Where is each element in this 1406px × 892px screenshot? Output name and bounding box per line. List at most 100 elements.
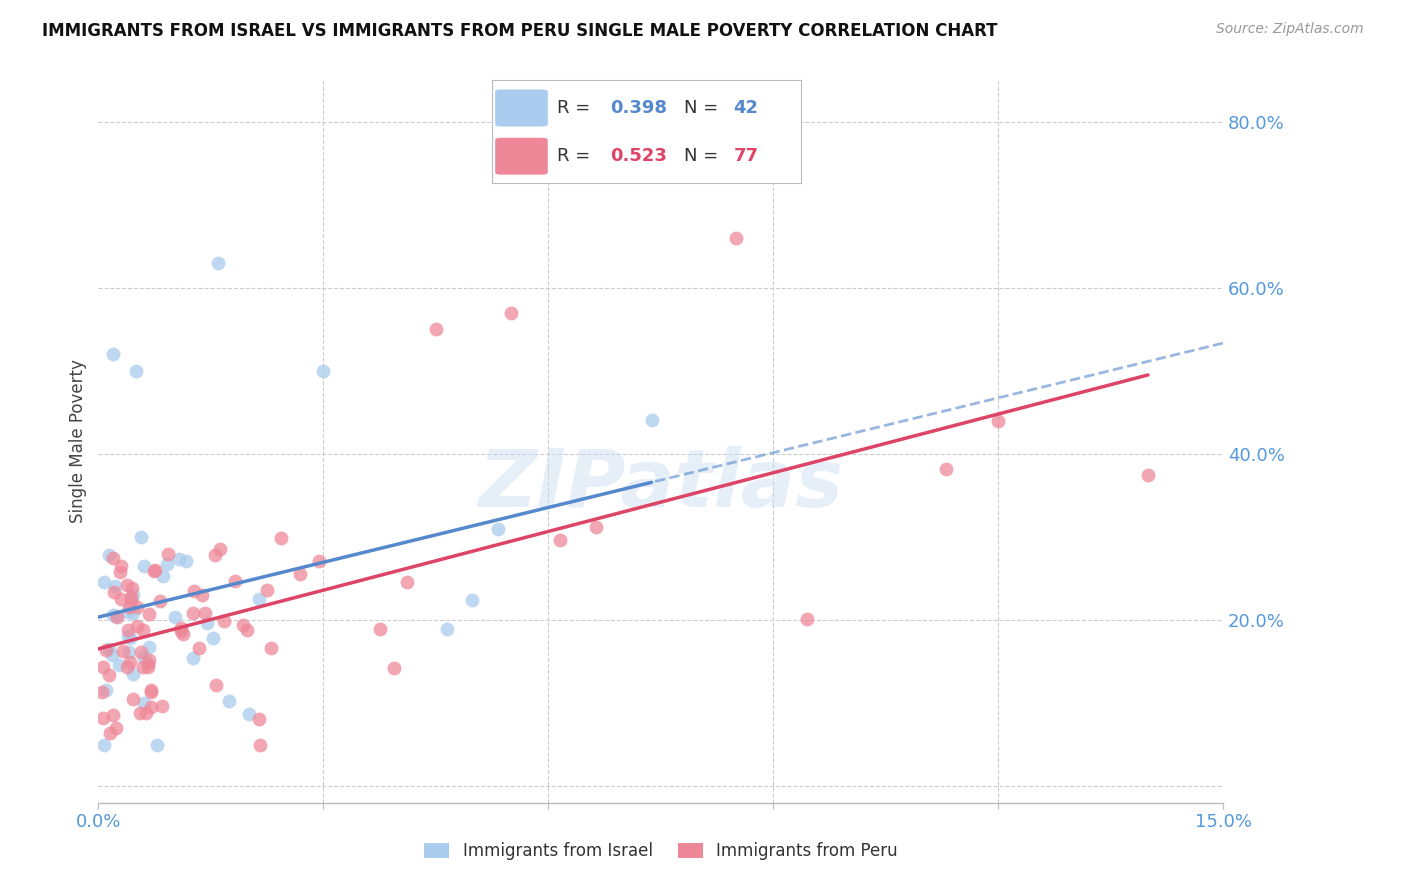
Text: Source: ZipAtlas.com: Source: ZipAtlas.com [1216, 22, 1364, 37]
Point [110, 591, 132, 606]
Point [585, 519, 607, 533]
Point [165, 610, 187, 624]
Point [98, 642, 121, 657]
Point [194, 606, 217, 620]
Point [117, 624, 139, 638]
Point [125, 364, 148, 378]
Point [125, 599, 148, 614]
Point [486, 522, 509, 536]
Point [167, 552, 190, 566]
Text: R =: R = [557, 99, 596, 117]
Text: IMMIGRANTS FROM ISRAEL VS IMMIGRANTS FROM PERU SINGLE MALE POVERTY CORRELATION C: IMMIGRANTS FROM ISRAEL VS IMMIGRANTS FRO… [42, 22, 998, 40]
Point [548, 533, 571, 547]
Point [308, 554, 330, 568]
Point [117, 577, 139, 591]
Point [132, 651, 155, 665]
Text: 0.523: 0.523 [610, 147, 666, 165]
Point [91, 685, 114, 699]
Point [204, 548, 226, 562]
Point [125, 618, 148, 632]
Point [138, 607, 160, 621]
Point [101, 708, 124, 723]
Point [98, 668, 121, 682]
Point [91, 711, 114, 725]
Point [103, 607, 125, 622]
Point [141, 682, 163, 697]
Point [247, 712, 270, 726]
Point [139, 685, 162, 699]
Point [101, 648, 124, 663]
Point [224, 574, 246, 589]
Point [117, 605, 139, 619]
Point [98, 726, 121, 740]
Point [121, 606, 143, 620]
Point [129, 530, 152, 544]
Point [105, 609, 128, 624]
Point [288, 567, 311, 582]
Point [183, 584, 205, 599]
Point [436, 622, 458, 636]
Point [188, 640, 211, 655]
Point [796, 612, 818, 626]
Point [156, 547, 179, 561]
Point [270, 531, 292, 545]
Point [122, 691, 145, 706]
Text: N =: N = [683, 99, 724, 117]
Point [142, 564, 165, 578]
Point [93, 575, 115, 590]
Point [136, 657, 159, 671]
Point [121, 666, 143, 681]
Point [202, 631, 225, 645]
Point [382, 660, 405, 674]
Point [935, 461, 957, 475]
Point [368, 622, 391, 636]
FancyBboxPatch shape [495, 89, 548, 127]
Text: R =: R = [557, 147, 596, 165]
Text: 0.398: 0.398 [610, 99, 666, 117]
Point [105, 609, 128, 624]
Point [138, 640, 160, 655]
Point [260, 640, 283, 655]
Point [181, 651, 204, 665]
Point [641, 413, 664, 427]
Point [149, 594, 172, 608]
Point [207, 256, 229, 270]
Point [191, 588, 214, 602]
Point [134, 696, 156, 710]
Point [96, 643, 118, 657]
Point [128, 706, 150, 721]
Point [170, 624, 193, 639]
Point [724, 231, 747, 245]
Point [987, 414, 1010, 428]
Point [121, 588, 143, 602]
Point [146, 738, 169, 752]
Point [312, 364, 335, 378]
Point [247, 591, 270, 606]
Point [107, 657, 129, 672]
Point [120, 655, 142, 669]
Point [460, 592, 482, 607]
Point [395, 575, 418, 590]
Point [156, 557, 179, 571]
Point [135, 706, 157, 720]
Point [118, 645, 141, 659]
Text: N =: N = [683, 147, 724, 165]
Point [499, 306, 522, 320]
Point [212, 614, 235, 628]
Point [120, 594, 142, 608]
Point [129, 645, 152, 659]
Point [249, 738, 271, 752]
Point [139, 700, 162, 714]
Point [143, 563, 166, 577]
Point [101, 551, 124, 566]
Point [132, 659, 155, 673]
Point [108, 566, 131, 580]
Point [98, 548, 121, 562]
Point [103, 584, 125, 599]
Point [93, 738, 115, 752]
Point [232, 618, 254, 632]
Point [132, 558, 155, 573]
Point [169, 621, 191, 635]
Point [172, 627, 194, 641]
Point [238, 706, 260, 721]
